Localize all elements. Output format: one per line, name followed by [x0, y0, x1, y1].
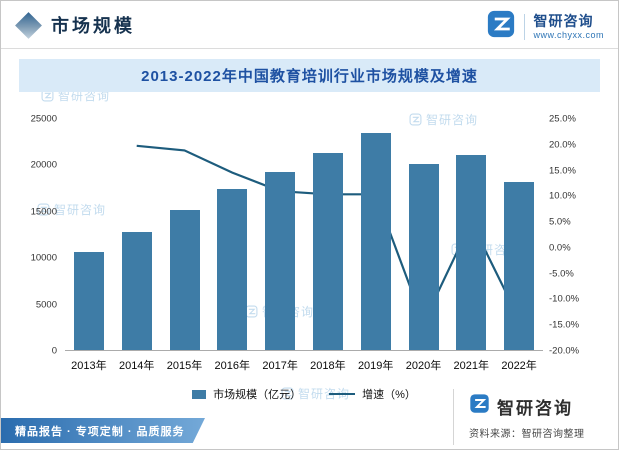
axis-tick-label: -5.0% — [549, 268, 574, 280]
axis-tick-label: 10.0% — [549, 190, 576, 202]
x-axis-label: 2021年 — [453, 360, 490, 372]
x-axis-label: 2022年 — [501, 360, 537, 372]
legend-label: 增速（%） — [362, 389, 416, 401]
bar-2020年 — [408, 164, 439, 350]
axis-tick-label: 5000 — [35, 299, 57, 311]
section-title: 市场规模 — [51, 16, 135, 36]
legend-item: 增速（%） — [329, 386, 416, 402]
x-axis-label: 2019年 — [357, 360, 394, 372]
x-axis-label: 2016年 — [214, 360, 251, 372]
x-axis-label: 2015年 — [166, 360, 203, 372]
brand-name: 智研咨询 — [533, 12, 594, 29]
legend-swatch-bar — [192, 389, 207, 399]
axis-tick-label: 20.0% — [549, 139, 576, 151]
x-axis-label: 2017年 — [262, 360, 298, 372]
axis-tick-label: 20000 — [30, 159, 57, 171]
bar-2013年 — [73, 251, 104, 350]
axis-tick-label: 0 — [51, 345, 57, 357]
x-axis-label: 2013年 — [71, 360, 107, 372]
header: 市场规模 智研咨询 www.chyxx.com — [1, 1, 618, 49]
zhiyan-logo-icon — [486, 9, 516, 44]
axis-tick-label: 15000 — [30, 206, 57, 218]
legend-label: 市场规模（亿元） — [213, 389, 302, 401]
bar-2016年 — [217, 189, 248, 350]
x-axis: 2013年 2014年 2015年 2016年 2017年 2018年 2019年 2020年… — [65, 357, 543, 373]
legend-swatch-line — [329, 392, 356, 396]
y-axis-left: 25000 20000 15000 10000 5000 0 — [17, 114, 57, 357]
brand-text: 智研咨询 www.chyxx.com — [533, 13, 604, 41]
axis-tick-label: 25000 — [30, 113, 57, 125]
bar-2015年 — [169, 209, 200, 350]
axis-tick-label: -10.0% — [549, 293, 580, 305]
bar-2014年 — [121, 232, 152, 350]
axis-tick-label: 5.0% — [549, 216, 571, 228]
legend-item: 市场规模（亿元） — [192, 386, 301, 402]
bar-2022年 — [504, 182, 535, 350]
bar-2019年 — [360, 132, 391, 350]
axis-tick-label: 15.0% — [549, 165, 576, 177]
axis-tick-label: 0.0% — [549, 242, 571, 254]
bar-2018年 — [312, 153, 343, 350]
axis-tick-label: -20.0% — [549, 345, 580, 357]
data-source: 资料来源：智研咨询整理 — [469, 429, 585, 440]
footer-divider — [453, 389, 454, 445]
brand-divider — [524, 13, 526, 40]
section-diamond-icon — [15, 11, 42, 39]
axis-tick-label: 25.0% — [549, 113, 576, 125]
zhiyan-logo-icon — [469, 393, 490, 419]
y-axis-right: 25.0% 20.0% 15.0% 10.0% 5.0% 0.0% -5.0% -10.0% -… — [549, 114, 597, 357]
footer-brand-name: 智研咨询 — [497, 398, 573, 418]
bar-2017年 — [265, 171, 296, 350]
plot-area — [65, 119, 543, 351]
axis-tick-label: 10000 — [30, 252, 57, 264]
axis-tick-label: -15.0% — [549, 319, 580, 331]
chart-legend: 市场规模（亿元） 增速（%） — [65, 386, 543, 402]
chart-title: 2013-2022年中国教育培训行业市场规模及增速 — [19, 59, 600, 92]
brand-block: 智研咨询 www.chyxx.com — [486, 9, 604, 44]
x-axis-label: 2014年 — [118, 360, 155, 372]
footer-ribbon: 精品报告 · 专项定制 · 品质服务 — [1, 418, 205, 443]
x-axis-label: 2018年 — [310, 360, 346, 372]
footer-brand: 智研咨询 — [469, 393, 573, 419]
brand-url-link[interactable]: www.chyxx.com — [533, 29, 604, 40]
bar-2021年 — [456, 155, 487, 350]
section-header: 市场规模 — [15, 1, 135, 49]
x-axis-label: 2020年 — [405, 360, 442, 372]
